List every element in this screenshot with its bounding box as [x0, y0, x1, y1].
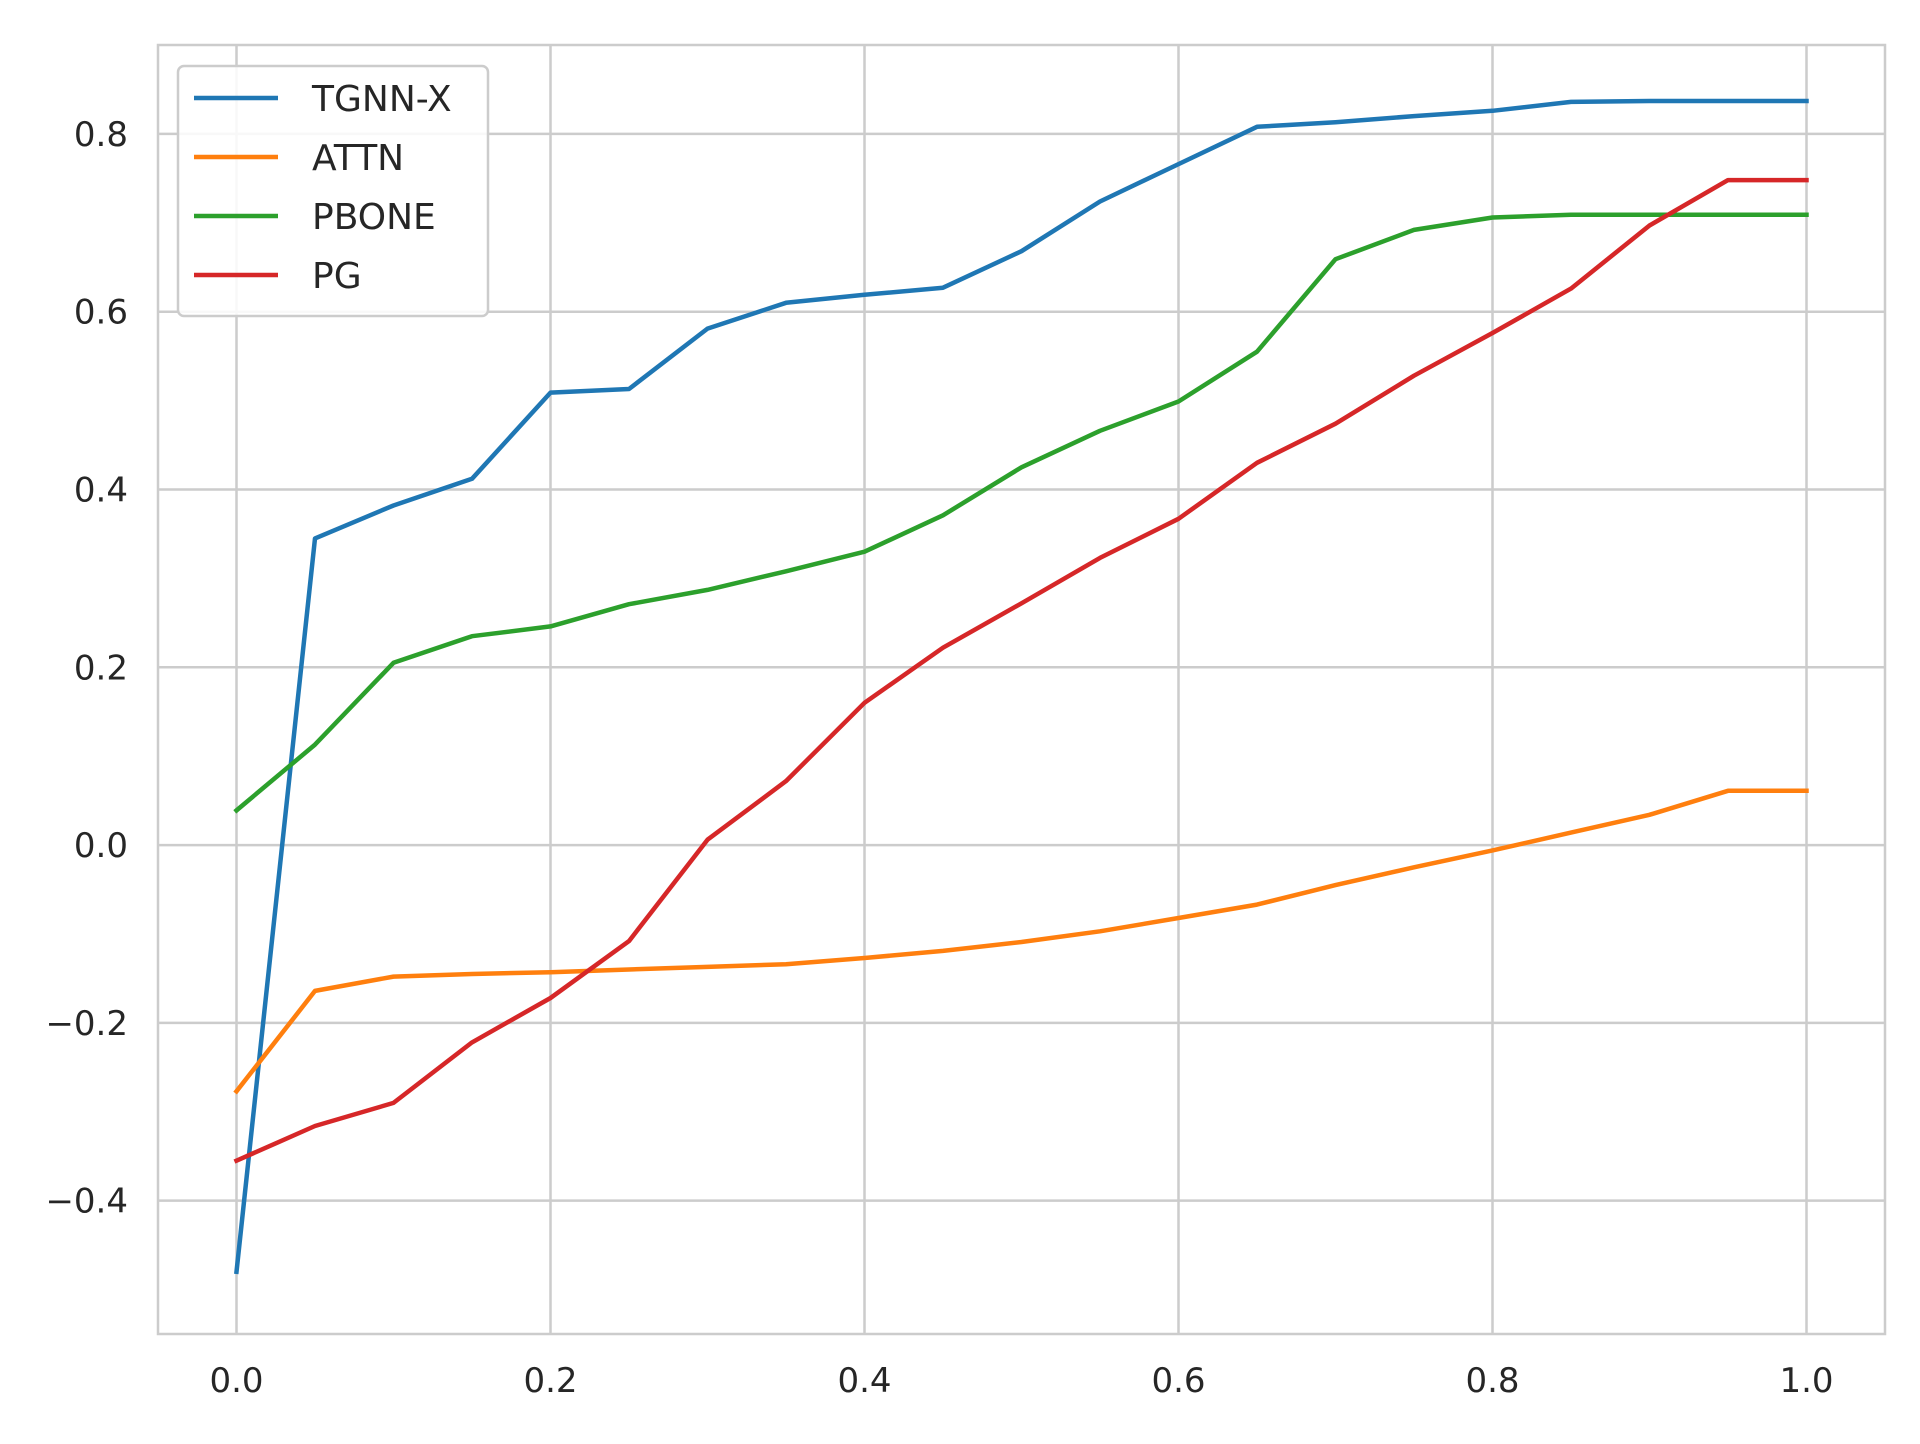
series-line-tgnn-x [234, 98, 1809, 1275]
plot-frame [156, 43, 1887, 1336]
x-tick-label: 0.4 [837, 1361, 891, 1401]
y-tick-label: 0.2 [74, 648, 128, 688]
y-tick-label: 0.6 [74, 293, 128, 333]
grid [158, 45, 1885, 1334]
y-tick-label: −0.2 [45, 1004, 128, 1044]
y-tick-label: −0.4 [45, 1182, 128, 1222]
series-line-pbone [233, 212, 1809, 814]
series-lines [233, 98, 1809, 1275]
y-tick-label: 0.8 [74, 115, 128, 155]
y-tick-label: 0.0 [74, 826, 128, 866]
tick-labels: 0.0 0.2 0.4 0.6 0.8 1.0 −0.4 −0.2 0.0 0.2 0.4 0.6 0.… [45, 115, 1833, 1401]
series-line-pg [233, 177, 1809, 1164]
x-tick-label: 0.0 [209, 1361, 263, 1401]
legend-label: TGNN-X [311, 79, 452, 120]
y-tick-label: 0.4 [74, 470, 128, 510]
x-tick-label: 0.6 [1151, 1361, 1205, 1401]
legend: TGNN-X ATTN PBONE PG [176, 64, 490, 318]
series-line-attn [233, 788, 1809, 1095]
x-tick-label: 0.2 [523, 1361, 577, 1401]
legend-label: PG [312, 256, 362, 297]
x-tick-label: 0.8 [1465, 1361, 1519, 1401]
legend-box [176, 64, 490, 318]
x-tick-label: 1.0 [1779, 1361, 1833, 1401]
legend-label: PBONE [312, 197, 436, 238]
legend-label: ATTN [312, 138, 404, 179]
